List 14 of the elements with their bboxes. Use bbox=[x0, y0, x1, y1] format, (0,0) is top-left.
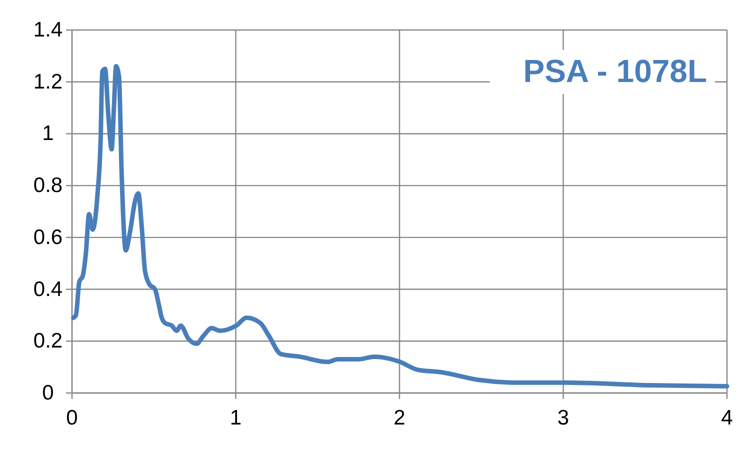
x-tick-label: 0 bbox=[66, 406, 78, 430]
x-tick-label: 4 bbox=[721, 406, 734, 430]
text: PSA - 1078L bbox=[523, 53, 707, 89]
x-tick-label: 1 bbox=[230, 406, 242, 430]
y-tick-label: 0 bbox=[42, 382, 54, 404]
y-tick-label: 0.8 bbox=[33, 174, 63, 198]
y-tick-label: 0.4 bbox=[33, 278, 63, 301]
y-tick-label: 1.2 bbox=[33, 70, 63, 94]
x-tick-label: 3 bbox=[557, 406, 570, 430]
y-tick-label: 1.4 bbox=[33, 18, 63, 42]
y-tick-label: 1 bbox=[42, 122, 54, 146]
y-tick-label: 0.2 bbox=[33, 330, 63, 353]
x-tick-label: 2 bbox=[394, 406, 406, 430]
y-tick-label: 0.6 bbox=[33, 226, 63, 249]
